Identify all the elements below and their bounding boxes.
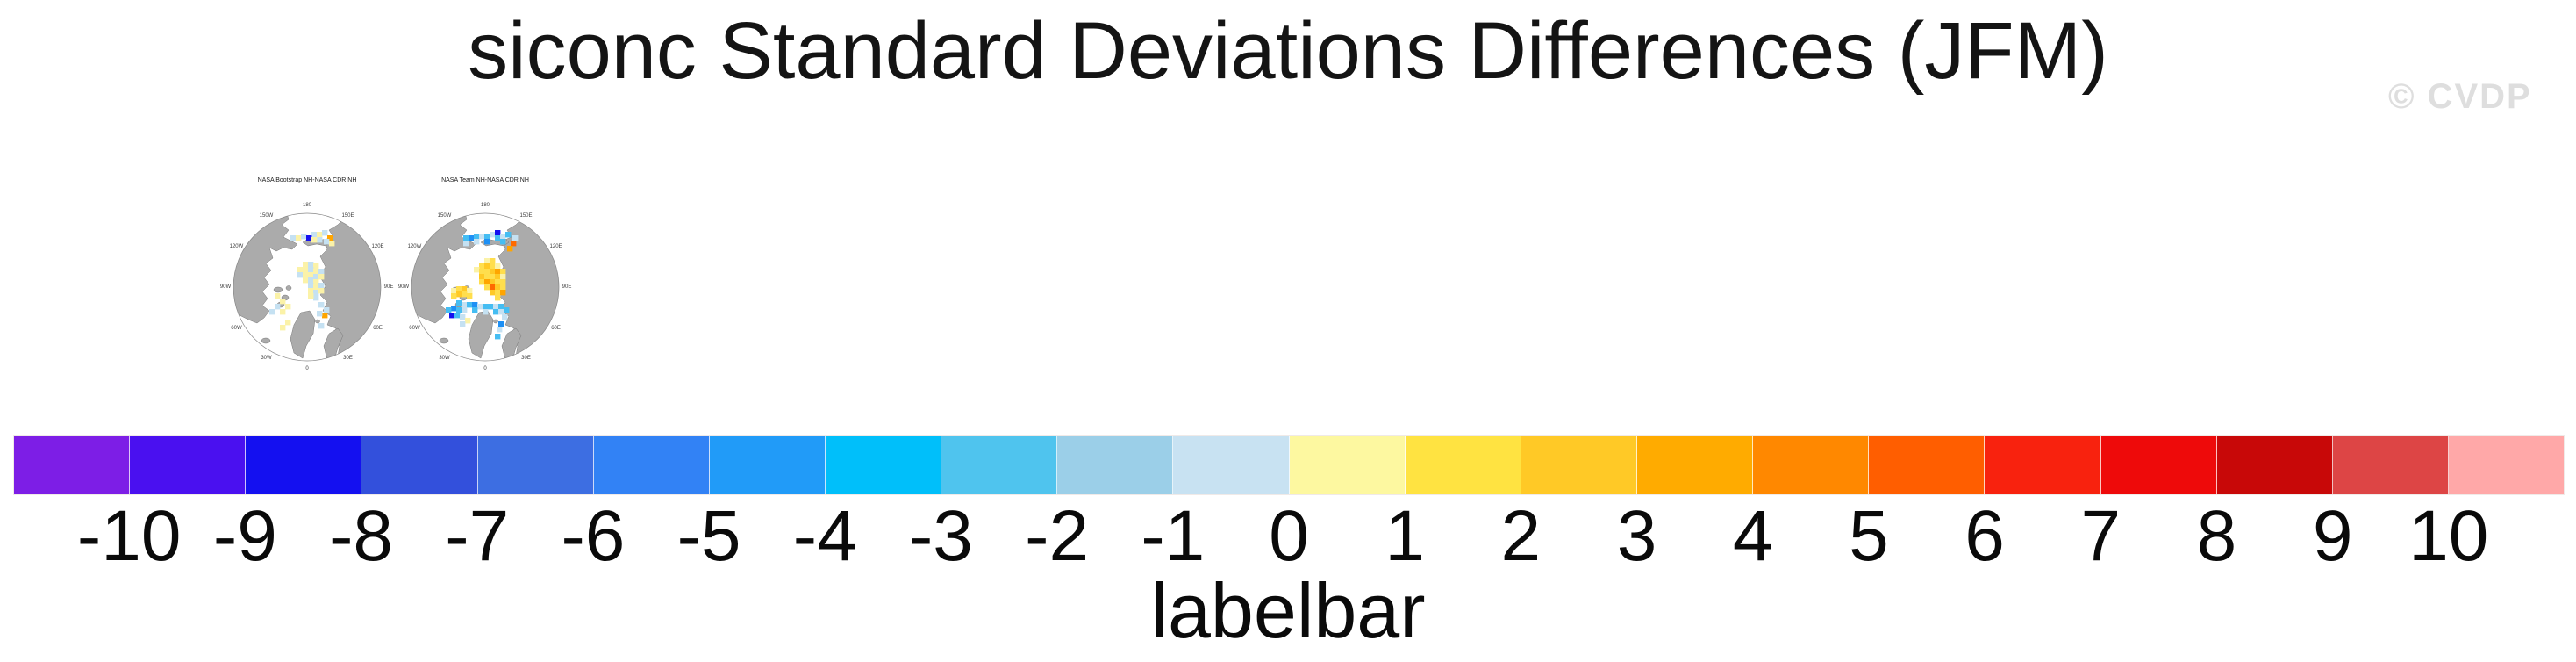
longitude-label: 120W [407,243,422,249]
colorbar-segment-13 [1521,436,1637,494]
colorbar-segment-14 [1636,436,1754,494]
longitude-label: 120E [371,243,384,249]
colorbar-segment-19 [2216,436,2333,494]
colorbar-segment-16 [1869,436,1986,494]
polar-stereographic-map [411,212,560,362]
colorbar-segment-21 [2448,436,2565,494]
longitude-label: 150E [341,213,354,219]
colorbar-segment-1 [130,436,247,494]
longitude-label: 30E [343,355,353,361]
colorbar-tick-label: 5 [1849,496,1889,576]
colorbar-tick-label: -3 [908,496,973,576]
colorbar-segment-10 [1173,436,1290,494]
colorbar-segment-6 [709,436,826,494]
colorbar-tick-label: -8 [329,496,393,576]
longitude-label: 30W [261,355,272,361]
colorbar-segment-7 [825,436,942,494]
colorbar-tick-label: 7 [2080,496,2122,576]
colorbar-segment-18 [2100,436,2217,494]
colorbar-tick-label: -2 [1025,496,1090,576]
longitude-label: 0 [483,366,487,371]
longitude-label: 60W [231,325,242,331]
longitude-label: 180 [480,203,490,208]
longitude-label: 150W [437,213,452,219]
cvdp-watermark: © CVDP [2388,77,2532,116]
colorbar-tick-label: -1 [1141,496,1206,576]
longitude-label: 60W [409,325,420,331]
longitude-label: 30E [521,355,531,361]
longitude-label: 120E [549,243,562,249]
longitude-label: 0 [305,366,309,371]
map-panel-team: NASA Team NH-NASA CDR NH 180 150E 120E 90E 60… [398,176,572,382]
colorbar-segment-12 [1405,436,1521,494]
colorbar-tick-label: -10 [76,496,182,576]
colorbar-segment-2 [246,436,362,494]
colorbar-tick-label: 8 [2196,496,2237,576]
colorbar-segment-20 [2332,436,2449,494]
colorbar-tick-label: -5 [676,496,741,576]
colorbar-tick-label: 2 [1500,496,1542,576]
colorbar-caption: labelbar [1150,567,1426,654]
longitude-label: 30W [439,355,450,361]
colorbar-tick-label: -7 [445,496,510,576]
longitude-label: 60E [373,325,383,331]
colorbar-tick-label: -4 [792,496,857,576]
longitude-label: 150E [519,213,533,219]
colorbar [13,435,2565,495]
longitude-label: 90E [562,284,572,290]
colorbar-segment-4 [477,436,594,494]
colorbar-tick-labels: -10 -9 -8 -7 -6 -5 -4 -3 -2 -1 0 1 2 3 4 5 6 7 8 9 10 [13,500,2565,576]
colorbar-tick-label: 6 [1964,496,2005,576]
colorbar-tick-label: 0 [1269,496,1309,576]
colorbar-segment-15 [1753,436,1870,494]
colorbar-tick-label: 3 [1616,496,1657,576]
longitude-label: 90W [219,284,232,290]
colorbar-tick-label: 9 [2312,496,2353,576]
longitude-label: 180 [302,203,312,208]
colorbar-tick-label: 4 [1732,496,1773,576]
colorbar-segment-9 [1057,436,1174,494]
map-panel-bootstrap: NASA Bootstrap NH-NASA CDR NH 180 150E 120E… [220,176,394,382]
colorbar-tick-label: -6 [561,496,626,576]
colorbar-tick-label: 10 [2408,496,2489,576]
longitude-label: 150W [259,213,274,219]
colorbar-segment-11 [1289,436,1406,494]
colorbar-segment-5 [593,436,710,494]
longitude-label: 120W [229,243,244,249]
map-panel-title: NASA Team NH-NASA CDR NH [441,177,529,183]
polar-stereographic-map [233,212,382,362]
colorbar-tick-label: -9 [212,496,277,576]
colorbar-tick-label: 1 [1385,496,1425,576]
longitude-label: 60E [551,325,561,331]
colorbar-segment-3 [361,436,478,494]
map-panel-title: NASA Bootstrap NH-NASA CDR NH [257,177,357,183]
longitude-label: 90W [397,284,410,290]
colorbar-segment-0 [14,436,131,494]
figure-title: siconc Standard Deviations Differences (… [468,6,2108,96]
colorbar-segment-17 [1985,436,2101,494]
longitude-label: 90E [383,284,394,290]
colorbar-segment-8 [941,436,1058,494]
